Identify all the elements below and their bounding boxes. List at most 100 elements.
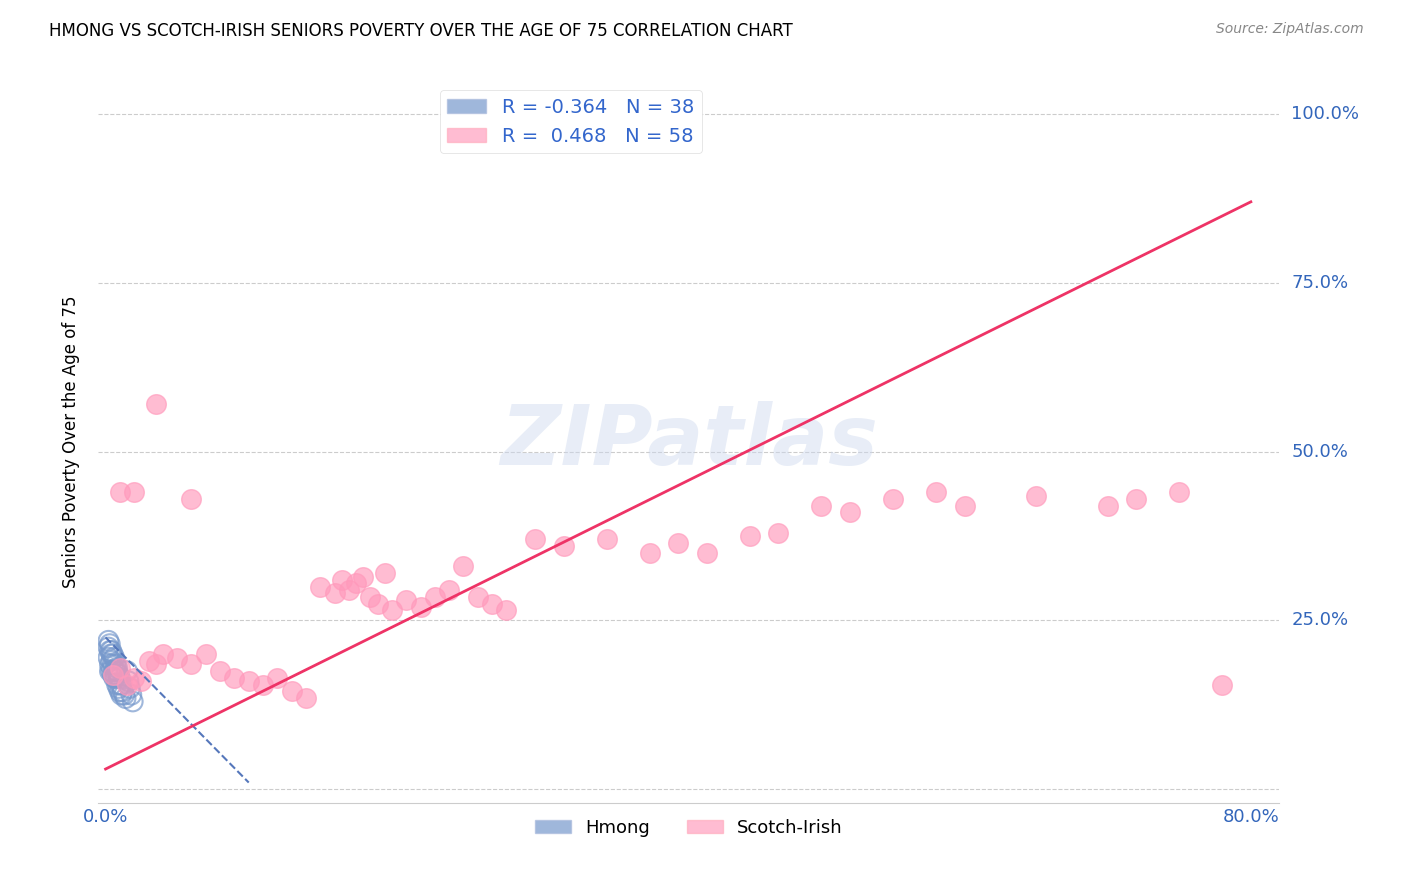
Point — [810, 499, 832, 513]
Point — [323, 586, 346, 600]
Text: Source: ZipAtlas.com: Source: ZipAtlas.com — [1216, 22, 1364, 37]
Point — [103, 664, 125, 678]
Point — [108, 485, 131, 500]
Point — [145, 397, 167, 411]
Point — [374, 566, 396, 581]
Point — [110, 678, 132, 692]
Point — [839, 505, 862, 519]
Point — [567, 128, 589, 142]
Point — [467, 590, 489, 604]
Point — [252, 678, 274, 692]
Point — [1211, 678, 1233, 692]
Point — [100, 664, 122, 678]
Point — [409, 599, 432, 614]
Point — [101, 647, 124, 661]
Point — [131, 674, 153, 689]
Point — [524, 533, 547, 547]
Point — [145, 657, 167, 672]
Point — [638, 546, 661, 560]
Point — [495, 603, 517, 617]
Point — [367, 597, 389, 611]
Point — [481, 597, 503, 611]
Point — [194, 647, 217, 661]
Point — [209, 664, 232, 678]
Point — [453, 559, 475, 574]
Point — [98, 637, 121, 651]
Point — [111, 684, 134, 698]
Point — [595, 533, 617, 547]
Point — [1125, 491, 1147, 506]
Point — [738, 529, 761, 543]
Point — [114, 691, 136, 706]
Point — [768, 525, 790, 540]
Point — [105, 661, 128, 675]
Point — [344, 576, 367, 591]
Point — [101, 667, 124, 681]
Point — [180, 491, 202, 506]
Point — [103, 650, 125, 665]
Point — [118, 681, 141, 695]
Point — [122, 485, 145, 500]
Y-axis label: Seniors Poverty Over the Age of 75: Seniors Poverty Over the Age of 75 — [62, 295, 80, 588]
Point — [104, 671, 127, 685]
Point — [115, 664, 138, 678]
Point — [101, 657, 124, 672]
Point — [280, 684, 302, 698]
Point — [98, 644, 121, 658]
Point — [138, 654, 160, 668]
Point — [553, 539, 575, 553]
Point — [108, 671, 131, 685]
Point — [1097, 499, 1119, 513]
Point — [953, 499, 976, 513]
Point — [103, 671, 125, 685]
Point — [266, 671, 288, 685]
Point — [437, 583, 460, 598]
Text: 50.0%: 50.0% — [1291, 442, 1348, 460]
Point — [117, 674, 139, 689]
Point — [1168, 485, 1191, 500]
Point — [112, 688, 135, 702]
Point — [423, 590, 446, 604]
Point — [224, 671, 246, 685]
Point — [107, 671, 129, 685]
Text: 100.0%: 100.0% — [1291, 105, 1360, 123]
Legend: Hmong, Scotch-Irish: Hmong, Scotch-Irish — [527, 812, 851, 845]
Point — [121, 694, 143, 708]
Point — [238, 674, 260, 689]
Point — [101, 667, 124, 681]
Text: ZIPatlas: ZIPatlas — [501, 401, 877, 482]
Point — [295, 691, 318, 706]
Point — [107, 681, 129, 695]
Point — [120, 688, 142, 702]
Point — [166, 650, 188, 665]
Point — [108, 678, 131, 692]
Point — [1025, 489, 1047, 503]
Point — [359, 590, 381, 604]
Point — [696, 546, 718, 560]
Point — [97, 633, 120, 648]
Point — [524, 128, 547, 142]
Point — [110, 688, 132, 702]
Point — [98, 657, 121, 672]
Point — [100, 644, 122, 658]
Text: 75.0%: 75.0% — [1291, 274, 1348, 292]
Point — [108, 661, 131, 675]
Point — [97, 640, 120, 655]
Point — [352, 569, 374, 583]
Text: HMONG VS SCOTCH-IRISH SENIORS POVERTY OVER THE AGE OF 75 CORRELATION CHART: HMONG VS SCOTCH-IRISH SENIORS POVERTY OV… — [49, 22, 793, 40]
Point — [495, 128, 517, 142]
Point — [395, 593, 418, 607]
Point — [309, 580, 332, 594]
Point — [104, 657, 127, 672]
Point — [105, 664, 128, 678]
Text: 25.0%: 25.0% — [1291, 612, 1348, 630]
Point — [152, 647, 174, 661]
Point — [180, 657, 202, 672]
Point — [553, 128, 575, 142]
Point — [337, 583, 360, 598]
Point — [100, 654, 122, 668]
Point — [105, 678, 128, 692]
Point — [115, 678, 138, 692]
Point — [100, 647, 122, 661]
Point — [925, 485, 948, 500]
